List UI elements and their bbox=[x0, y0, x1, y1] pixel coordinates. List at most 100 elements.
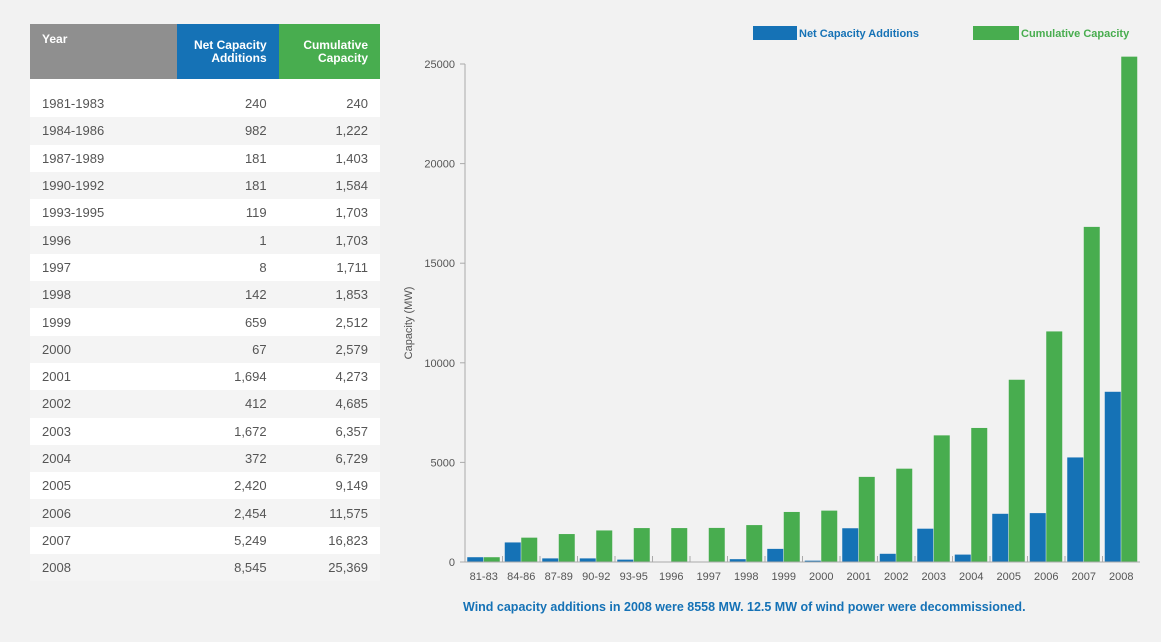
net-capacity-bar bbox=[842, 528, 858, 562]
cell-year: 2008 bbox=[30, 554, 177, 581]
cell-net-capacity: 1,672 bbox=[177, 418, 278, 445]
cell-cumulative-capacity: 2,512 bbox=[279, 308, 380, 335]
cell-cumulative-capacity: 1,853 bbox=[279, 281, 380, 308]
table-row: 1987-1989 181 1,403 bbox=[30, 145, 380, 172]
table-row: 1981-1983 240 240 bbox=[30, 90, 380, 117]
cumulative-capacity-bar bbox=[709, 528, 725, 562]
cell-cumulative-capacity: 16,823 bbox=[279, 527, 380, 554]
y-tick-label: 5000 bbox=[431, 457, 455, 469]
net-capacity-bar bbox=[505, 542, 521, 562]
y-axis-title: Capacity (MW) bbox=[403, 287, 415, 360]
cell-net-capacity: 142 bbox=[177, 281, 278, 308]
table-row: 2003 1,672 6,357 bbox=[30, 418, 380, 445]
x-tick-label: 81-83 bbox=[470, 571, 498, 583]
x-tick-label: 1997 bbox=[697, 571, 721, 583]
capacity-table: Year Net Capacity Additions Cumulative C… bbox=[30, 24, 380, 581]
x-tick-label: 2004 bbox=[959, 571, 983, 583]
table-row: 1984-1986 982 1,222 bbox=[30, 117, 380, 144]
net-capacity-bar bbox=[1067, 457, 1083, 562]
x-tick-label: 1998 bbox=[734, 571, 758, 583]
y-tick-label: 15000 bbox=[424, 258, 455, 270]
cumulative-capacity-bar bbox=[746, 525, 762, 562]
x-tick-label: 90-92 bbox=[582, 571, 610, 583]
cumulative-capacity-bar bbox=[1046, 331, 1062, 562]
cell-year: 2005 bbox=[30, 472, 177, 499]
x-tick-label: 2003 bbox=[922, 571, 946, 583]
cell-cumulative-capacity: 11,575 bbox=[279, 499, 380, 526]
x-tick-label: 2006 bbox=[1034, 571, 1058, 583]
table-spacer bbox=[30, 79, 380, 90]
capacity-bar-chart: Net Capacity Additions Cumulative Capacit… bbox=[395, 14, 1145, 594]
y-tick-label: 20000 bbox=[424, 159, 455, 171]
cell-net-capacity: 5,249 bbox=[177, 527, 278, 554]
cell-cumulative-capacity: 1,403 bbox=[279, 145, 380, 172]
x-tick-label: 93-95 bbox=[620, 571, 648, 583]
cell-net-capacity: 1,694 bbox=[177, 363, 278, 390]
table-row: 1997 8 1,711 bbox=[30, 254, 380, 281]
cumulative-capacity-bar bbox=[934, 435, 950, 562]
legend-swatch-cumulative bbox=[973, 26, 1019, 40]
table-row: 1990-1992 181 1,584 bbox=[30, 172, 380, 199]
x-tick-label: 2007 bbox=[1072, 571, 1096, 583]
cell-net-capacity: 982 bbox=[177, 117, 278, 144]
cell-year: 1984-1986 bbox=[30, 117, 177, 144]
net-capacity-bar bbox=[1030, 513, 1046, 562]
table-row: 2001 1,694 4,273 bbox=[30, 363, 380, 390]
header-net-capacity: Net Capacity Additions bbox=[177, 24, 278, 79]
y-tick-label: 25000 bbox=[424, 59, 455, 71]
cumulative-capacity-bar bbox=[821, 511, 837, 562]
x-tick-label: 1999 bbox=[772, 571, 796, 583]
header-cumulative-capacity: Cumulative Capacity bbox=[279, 24, 380, 79]
table-row: 2005 2,420 9,149 bbox=[30, 472, 380, 499]
header-year: Year bbox=[30, 24, 177, 79]
table-row: 2000 67 2,579 bbox=[30, 336, 380, 363]
cumulative-capacity-bar bbox=[784, 512, 800, 562]
net-capacity-bar bbox=[542, 558, 558, 562]
table-row: 1996 1 1,703 bbox=[30, 226, 380, 253]
table-row: 1993-1995 119 1,703 bbox=[30, 199, 380, 226]
cumulative-capacity-bar bbox=[859, 477, 875, 562]
cell-cumulative-capacity: 9,149 bbox=[279, 472, 380, 499]
y-axis: 0 5000 10000 15000 20000 25000 bbox=[424, 59, 465, 569]
x-tick-label: 2008 bbox=[1109, 571, 1133, 583]
cell-net-capacity: 240 bbox=[177, 90, 278, 117]
cell-year: 2003 bbox=[30, 418, 177, 445]
chart-legend: Net Capacity Additions Cumulative Capacit… bbox=[753, 26, 1130, 40]
cell-year: 1981-1983 bbox=[30, 90, 177, 117]
cumulative-capacity-bar bbox=[521, 538, 537, 562]
legend-swatch-net bbox=[753, 26, 797, 40]
cell-year: 1993-1995 bbox=[30, 199, 177, 226]
table-row: 1998 142 1,853 bbox=[30, 281, 380, 308]
cell-year: 1996 bbox=[30, 226, 177, 253]
x-tick-label: 1996 bbox=[659, 571, 683, 583]
cell-year: 2002 bbox=[30, 390, 177, 417]
net-capacity-bar bbox=[917, 529, 933, 562]
cell-cumulative-capacity: 1,222 bbox=[279, 117, 380, 144]
cell-cumulative-capacity: 6,729 bbox=[279, 445, 380, 472]
table-row: 2002 412 4,685 bbox=[30, 390, 380, 417]
cell-year: 2000 bbox=[30, 336, 177, 363]
chart-bars bbox=[467, 57, 1137, 562]
cell-year: 1987-1989 bbox=[30, 145, 177, 172]
cell-net-capacity: 119 bbox=[177, 199, 278, 226]
table-header-row: Year Net Capacity Additions Cumulative C… bbox=[30, 24, 380, 79]
legend-label-cumulative: Cumulative Capacity bbox=[1021, 28, 1130, 40]
cell-year: 1990-1992 bbox=[30, 172, 177, 199]
net-capacity-bar bbox=[467, 557, 483, 562]
cell-net-capacity: 8,545 bbox=[177, 554, 278, 581]
cumulative-capacity-bar bbox=[596, 530, 612, 562]
cell-net-capacity: 181 bbox=[177, 172, 278, 199]
cell-cumulative-capacity: 1,703 bbox=[279, 199, 380, 226]
chart-caption: Wind capacity additions in 2008 were 855… bbox=[463, 600, 1026, 614]
cumulative-capacity-bar bbox=[1121, 57, 1137, 562]
x-tick-label: 2002 bbox=[884, 571, 908, 583]
cell-net-capacity: 659 bbox=[177, 308, 278, 335]
cumulative-capacity-bar bbox=[484, 557, 500, 562]
cell-cumulative-capacity: 25,369 bbox=[279, 554, 380, 581]
x-tick-label: 84-86 bbox=[507, 571, 535, 583]
cell-year: 2001 bbox=[30, 363, 177, 390]
table-row: 1999 659 2,512 bbox=[30, 308, 380, 335]
cell-net-capacity: 181 bbox=[177, 145, 278, 172]
legend-label-net: Net Capacity Additions bbox=[799, 28, 919, 40]
cell-cumulative-capacity: 6,357 bbox=[279, 418, 380, 445]
